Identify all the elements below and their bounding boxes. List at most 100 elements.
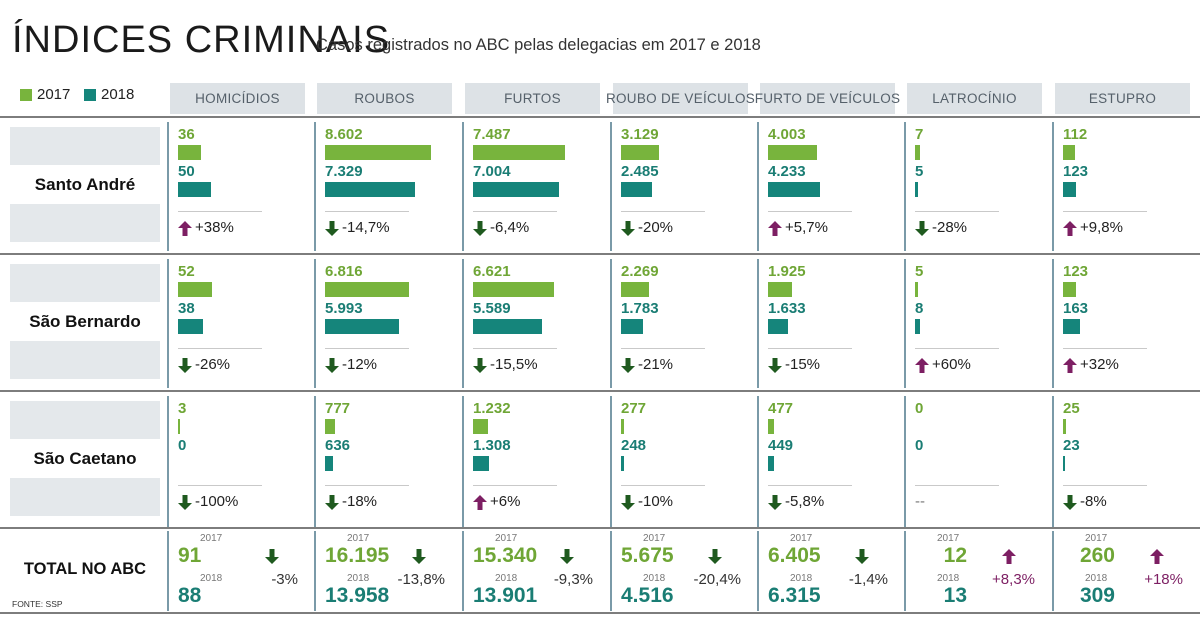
value-label-2018: 636	[325, 437, 351, 454]
value-label-2017: 7	[915, 126, 924, 143]
total-arrow-down	[265, 549, 282, 569]
bar-2018	[473, 319, 542, 334]
axis-baseline	[621, 485, 705, 486]
axis-baseline	[325, 348, 409, 349]
total-year-2017: 2017	[495, 533, 518, 544]
bar-2017	[621, 419, 624, 434]
change-value: --	[915, 493, 925, 510]
column-separator	[904, 122, 906, 251]
change-indicator: -15%	[768, 356, 820, 374]
change-value: -18%	[342, 493, 378, 510]
city-label-panel	[10, 478, 160, 516]
value-label-2017: 1.925	[768, 263, 806, 280]
axis-baseline	[473, 348, 557, 349]
total-value-2018: 13.958	[325, 584, 390, 607]
column-separator	[757, 396, 759, 527]
column-separator	[167, 122, 169, 251]
column-separator	[314, 531, 316, 611]
value-label-2017: 5	[915, 263, 924, 280]
arrow-down-icon	[473, 220, 487, 236]
value-label-2018: 4.233	[768, 163, 806, 180]
column-separator	[610, 122, 612, 251]
total-arrow-down	[855, 549, 872, 569]
bar-2017	[621, 145, 659, 160]
value-label-2018: 5.993	[325, 300, 363, 317]
change-indicator: -10%	[621, 493, 673, 511]
value-label-2018: 1.783	[621, 300, 659, 317]
arrow-down-icon	[325, 357, 339, 373]
bar-2018	[1063, 319, 1080, 334]
change-indicator: +6%	[473, 493, 520, 511]
change-value: -8%	[1080, 493, 1107, 510]
total-value-2017: 12	[943, 544, 967, 567]
total-arrow-down	[560, 549, 577, 569]
bar-2017	[915, 145, 920, 160]
column-separator	[610, 259, 612, 388]
axis-baseline	[768, 348, 852, 349]
legend-label-2017: 2017	[37, 86, 71, 103]
city-name: São Bernardo	[29, 312, 141, 331]
value-label-2018: 5.589	[473, 300, 511, 317]
value-label-2017: 477	[768, 400, 794, 417]
axis-baseline	[325, 211, 409, 212]
bar-2017	[178, 145, 201, 160]
column-separator	[610, 396, 612, 527]
value-label-2017: 3.129	[621, 126, 659, 143]
legend-item-2017: 2017	[20, 86, 70, 103]
arrow-up-icon	[473, 494, 487, 510]
city-label-panel	[10, 127, 160, 165]
arrow-down-icon	[265, 549, 279, 564]
change-value: -14,7%	[342, 219, 390, 236]
column-separator	[757, 259, 759, 388]
divider-line	[0, 253, 1200, 255]
total-value-2017: 260	[1079, 544, 1115, 567]
arrow-down-icon	[621, 357, 635, 373]
arrow-down-icon	[325, 220, 339, 236]
total-label: TOTAL NO ABC	[23, 560, 147, 578]
bar-2017	[1063, 419, 1066, 434]
total-value-2017: 5.675	[621, 544, 674, 567]
arrow-up-icon	[1002, 549, 1016, 564]
arrow-down-icon	[855, 549, 869, 564]
total-year-2017: 2017	[937, 533, 960, 544]
total-year-2018: 2018	[495, 573, 518, 584]
value-label-2017: 25	[1063, 400, 1080, 417]
change-indicator: -8%	[1063, 493, 1107, 511]
arrow-down-icon	[915, 220, 929, 236]
category-header: FURTOS	[465, 83, 600, 114]
category-header: FURTO DE VEÍCULOS	[755, 83, 900, 114]
city-label-panel	[10, 204, 160, 242]
column-separator	[904, 531, 906, 611]
legend-item-2018: 2018	[84, 86, 134, 103]
total-year-2018: 2018	[790, 573, 813, 584]
change-indicator: -21%	[621, 356, 673, 374]
category-header: ESTUPRO	[1055, 83, 1190, 114]
axis-baseline	[915, 485, 999, 486]
city-label-panel	[10, 341, 160, 379]
change-indicator: -100%	[178, 493, 238, 511]
column-separator	[167, 531, 169, 611]
source-note: FONTE: SSP	[12, 599, 63, 609]
total-value-2018: 13.901	[473, 584, 538, 607]
value-label-2018: 5	[915, 163, 924, 180]
change-value: -10%	[638, 493, 674, 510]
bar-2017	[325, 145, 431, 160]
change-indicator: -14,7%	[325, 219, 390, 237]
value-label-2017: 1.232	[473, 400, 511, 417]
total-value-2018: 309	[1079, 584, 1115, 607]
total-value-2018: 4.516	[621, 584, 674, 607]
total-year-2018: 2018	[643, 573, 666, 584]
change-value: -15,5%	[490, 356, 538, 373]
bar-2017	[1063, 282, 1076, 297]
value-label-2018: 1.308	[473, 437, 511, 454]
city-label-panel	[10, 264, 160, 302]
total-change: -9,3%	[553, 571, 593, 588]
change-indicator: -28%	[915, 219, 967, 237]
bar-2018	[915, 319, 920, 334]
bar-2017	[768, 145, 817, 160]
bar-2017	[768, 282, 792, 297]
change-value: -26%	[195, 356, 231, 373]
total-change: +18%	[1144, 571, 1183, 588]
total-change: -3%	[271, 571, 298, 588]
column-separator	[1052, 396, 1054, 527]
